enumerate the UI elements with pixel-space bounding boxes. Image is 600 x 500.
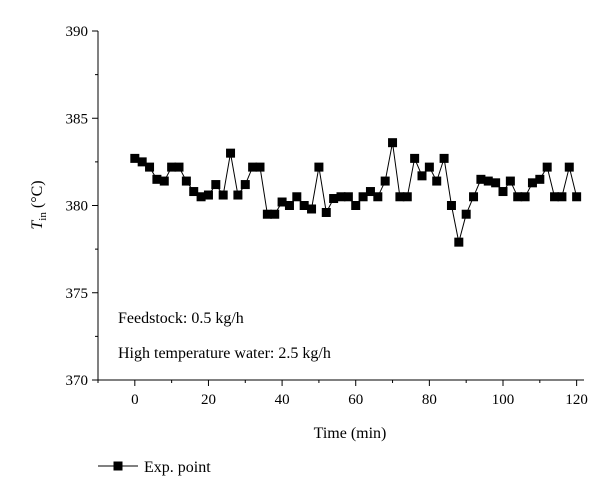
data-point xyxy=(365,187,375,197)
axes: 370 375 380 385 390 0 20 40 60 80 100 120 xyxy=(66,24,588,408)
data-point xyxy=(358,192,368,202)
data-point xyxy=(145,162,155,172)
x-tick-label: 100 xyxy=(492,392,515,408)
legend-label: Exp. point xyxy=(144,459,211,476)
data-point xyxy=(439,153,449,163)
y-tick-label: 390 xyxy=(66,24,89,40)
y-tick-label: 380 xyxy=(66,199,89,215)
x-tick-label: 80 xyxy=(422,392,437,408)
data-point xyxy=(211,180,221,190)
y-axis-symbol: T xyxy=(29,220,46,230)
data-point xyxy=(240,180,250,190)
data-point xyxy=(572,192,582,202)
data-point xyxy=(329,194,339,204)
data-point xyxy=(505,176,515,186)
data-point xyxy=(351,201,361,210)
x-tick-label: 40 xyxy=(275,392,290,408)
data-point xyxy=(432,176,442,186)
data-point xyxy=(189,187,199,197)
data-point xyxy=(373,192,383,202)
data-point xyxy=(527,178,537,188)
x-tick-label: 60 xyxy=(348,392,363,408)
data-point xyxy=(483,176,493,186)
data-point xyxy=(461,209,471,219)
data-point xyxy=(292,192,302,202)
y-tick-label: 375 xyxy=(66,286,89,302)
data-point xyxy=(130,153,140,163)
series-layer xyxy=(130,138,582,247)
y-tick-label: 385 xyxy=(66,111,89,127)
y-axis-title: Tin (°C) xyxy=(29,180,49,229)
data-point xyxy=(262,209,272,219)
data-point xyxy=(203,190,213,200)
data-point xyxy=(557,192,567,202)
data-point xyxy=(255,162,265,172)
data-point xyxy=(152,174,162,184)
data-point xyxy=(388,138,398,148)
annotation-water: High temperature water: 2.5 kg/h xyxy=(118,345,331,362)
data-point xyxy=(196,192,206,202)
data-point xyxy=(564,162,574,172)
data-point xyxy=(380,176,390,186)
data-point xyxy=(550,192,560,202)
data-point xyxy=(343,192,353,202)
data-point xyxy=(395,192,405,202)
data-point xyxy=(498,187,508,197)
data-point xyxy=(174,162,184,172)
data-point xyxy=(513,192,523,202)
data-point xyxy=(476,174,486,184)
y-tick-label: 370 xyxy=(66,373,89,389)
data-point xyxy=(159,176,169,186)
data-point xyxy=(454,237,464,247)
data-point xyxy=(535,174,545,184)
data-point xyxy=(424,162,434,172)
data-point xyxy=(181,176,191,186)
data-point xyxy=(314,162,324,172)
data-point xyxy=(520,192,530,202)
x-tick-label: 20 xyxy=(201,392,216,408)
legend-marker xyxy=(113,461,123,471)
data-point xyxy=(469,192,479,202)
legend: Exp. point xyxy=(98,459,211,476)
data-point xyxy=(417,171,427,181)
y-axis-unit: (°C) xyxy=(29,180,46,208)
data-point xyxy=(137,157,147,167)
data-point xyxy=(218,190,228,200)
data-point xyxy=(410,153,420,163)
data-point xyxy=(321,207,331,217)
data-point xyxy=(226,148,236,158)
data-point xyxy=(307,204,317,214)
y-axis-subscript: in xyxy=(37,212,49,221)
data-point xyxy=(542,162,552,172)
data-point xyxy=(277,197,287,207)
data-point xyxy=(491,178,501,188)
data-point xyxy=(167,162,177,172)
annotation-feedstock: Feedstock: 0.5 kg/h xyxy=(118,310,244,327)
data-point xyxy=(248,162,258,172)
data-point xyxy=(336,192,346,202)
data-point xyxy=(402,192,412,202)
data-point xyxy=(233,190,243,200)
data-point xyxy=(270,209,280,219)
x-tick-label: 120 xyxy=(565,392,588,408)
data-point xyxy=(284,201,294,210)
data-point xyxy=(299,201,309,210)
data-point xyxy=(446,201,456,210)
x-axis-title: Time (min) xyxy=(314,425,387,442)
x-tick-label: 0 xyxy=(131,392,139,408)
